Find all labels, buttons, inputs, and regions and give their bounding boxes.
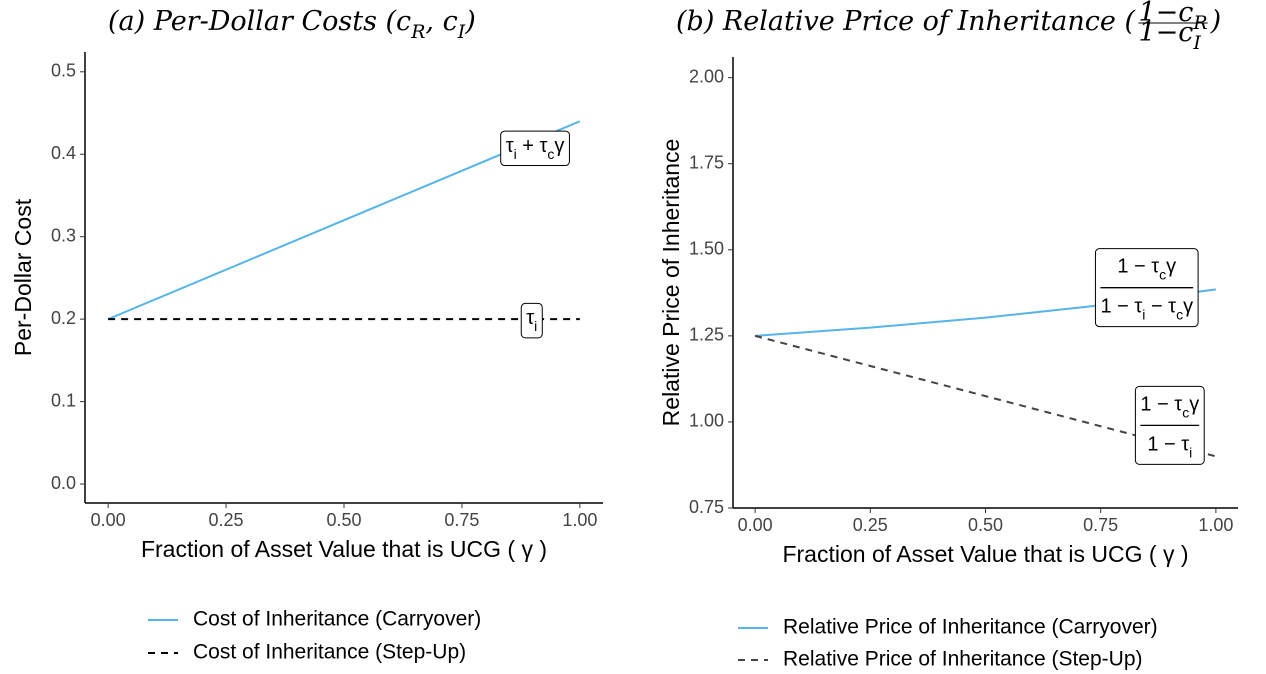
x-axis-title: Fraction of Asset Value that is UCG ( γ … [141, 536, 547, 562]
annotation-text-part: + τ [517, 135, 548, 157]
x-axis-title: Fraction of Asset Value that is UCG ( γ … [782, 541, 1188, 567]
annotation-denominator-part: 1 − τ [1147, 434, 1189, 456]
x-tick-label: 0.75 [1083, 515, 1118, 535]
chart-title: (a) Per-Dollar Costs (cR, cI) [108, 6, 476, 44]
y-tick-label: 0.0 [51, 473, 76, 493]
title-fraction: 1−cI [1138, 17, 1201, 55]
y-tick-label: 0.3 [51, 225, 76, 245]
chart-title-part: (b) Relative Price of Inheritance ( [676, 6, 1136, 37]
annotation-denominator-part: − τ [1145, 296, 1176, 318]
chart-title: ) [1210, 6, 1222, 37]
chart-title-part: (a) Per-Dollar Costs (c [108, 6, 411, 37]
legend-label: Cost of Inheritance (Carryover) [193, 608, 481, 631]
y-tick-label: 0.2 [51, 308, 76, 328]
x-tick-label: 0.50 [968, 515, 1003, 535]
chart-title-part: R [410, 21, 425, 43]
y-tick-label: 2.00 [689, 66, 724, 86]
chart-title-part: , c [425, 6, 457, 37]
annotation-text-part: c [547, 146, 554, 162]
y-axis-title: Relative Price of Inheritance [658, 139, 684, 427]
annotation-text-part: i [534, 318, 537, 334]
y-tick-label: 1.00 [689, 411, 724, 431]
title-fraction-part: I [1192, 32, 1201, 54]
x-tick-label: 1.00 [1198, 515, 1233, 535]
annotation-numerator-part: c [1159, 266, 1166, 282]
legend-label: Relative Price of Inheritance (Carryover… [783, 616, 1158, 639]
annotation-numerator-part: 1 − τ [1117, 256, 1159, 278]
chart-title: (b) Relative Price of Inheritance ( [676, 6, 1136, 37]
legend-label: Relative Price of Inheritance (Step-Up) [783, 648, 1143, 671]
y-tick-label: 0.1 [51, 390, 76, 410]
y-axis-title: Per-Dollar Cost [10, 198, 36, 356]
annotation-text-part: τ [526, 307, 534, 329]
annotation-numerator-part: c [1182, 404, 1189, 420]
annotation-denominator-part: i [1142, 306, 1145, 322]
annotation-denominator-part: i [1189, 444, 1192, 460]
x-tick-label: 0.50 [326, 510, 361, 530]
annotation-text-part: i [514, 146, 517, 162]
y-tick-label: 0.75 [689, 497, 724, 517]
y-tick-label: 1.75 [689, 152, 724, 172]
annotation-box [520, 302, 543, 339]
annotation-numerator: 1 − τcγ [1140, 394, 1199, 420]
annotation-text-part: γ [554, 135, 564, 157]
annotation-text: τi [526, 307, 537, 333]
annotation-text-part: τ [506, 135, 514, 157]
annotation-denominator-part: 1 − τ [1100, 296, 1142, 318]
x-tick-label: 0.25 [853, 515, 888, 535]
annotation-numerator-part: γ [1166, 256, 1176, 278]
legend-label: Cost of Inheritance (Step-Up) [193, 641, 466, 664]
x-tick-label: 0.00 [738, 515, 773, 535]
y-tick-label: 1.50 [689, 239, 724, 259]
annotation-numerator-part: γ [1189, 394, 1199, 416]
annotation-numerator: 1 − τcγ [1117, 256, 1176, 282]
chart-title-part: ) [464, 6, 476, 37]
x-tick-label: 0.75 [444, 510, 479, 530]
x-tick-label: 0.25 [209, 510, 244, 530]
x-tick-label: 0.00 [91, 510, 126, 530]
annotation-denominator-part: c [1176, 306, 1183, 322]
annotation-denominator: 1 − τi − τcγ [1100, 296, 1193, 322]
annotation-text: τi + τcγ [506, 135, 565, 161]
y-tick-label: 0.4 [51, 143, 76, 163]
annotation-numerator-part: 1 − τ [1140, 394, 1182, 416]
y-tick-label: 0.5 [51, 61, 76, 81]
annotation-denominator-part: γ [1183, 296, 1193, 318]
annotation-denominator: 1 − τi [1147, 434, 1192, 460]
y-tick-label: 1.25 [689, 325, 724, 345]
chart-title-part: I [457, 21, 466, 43]
title-fraction-part: 1−c [1138, 17, 1193, 48]
x-tick-label: 1.00 [562, 510, 597, 530]
annotation-box [500, 130, 570, 167]
